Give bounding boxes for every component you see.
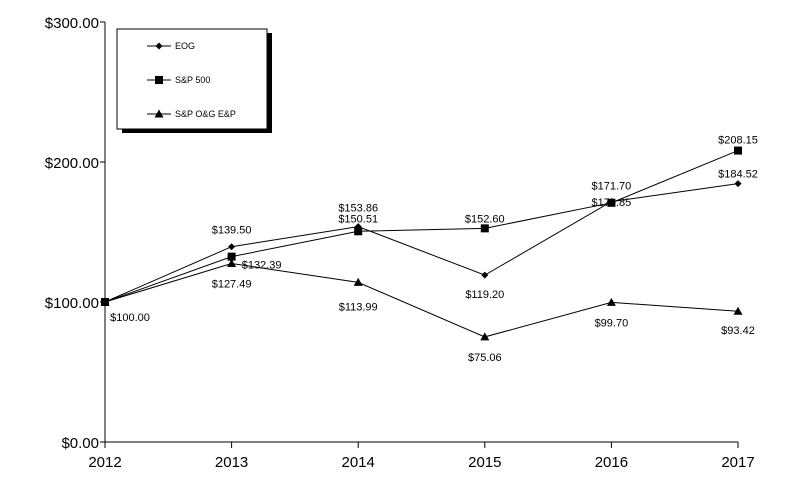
data-point-square bbox=[480, 224, 489, 233]
data-label: $150.51 bbox=[338, 213, 378, 225]
data-point-triangle bbox=[227, 259, 237, 268]
series-line-0 bbox=[104, 183, 739, 303]
legend-marker-diamond bbox=[155, 42, 163, 50]
data-point-diamond bbox=[228, 243, 236, 251]
y-tick-label: $300.00 bbox=[45, 15, 99, 32]
data-label: $100.00 bbox=[110, 312, 150, 324]
x-tick-label: 2013 bbox=[215, 454, 248, 471]
y-tick-label: $100.00 bbox=[45, 295, 99, 312]
x-tick-label: 2017 bbox=[721, 454, 754, 471]
data-label: $99.70 bbox=[595, 317, 629, 329]
data-label: $127.49 bbox=[212, 279, 252, 291]
legend-label: S&P O&G E&P bbox=[175, 109, 236, 119]
y-tick-label: $200.00 bbox=[45, 155, 99, 172]
data-point-diamond bbox=[481, 271, 489, 279]
series-line-1 bbox=[104, 150, 739, 303]
x-tick-label: 2016 bbox=[595, 454, 628, 471]
data-point-triangle bbox=[353, 277, 363, 286]
data-label: $152.60 bbox=[465, 213, 505, 225]
data-label: $75.06 bbox=[468, 352, 502, 364]
series-line-2 bbox=[104, 263, 739, 338]
x-tick-label: 2015 bbox=[468, 454, 501, 471]
data-point-square bbox=[227, 252, 236, 261]
data-point-square bbox=[354, 227, 363, 236]
x-tick-label: 2014 bbox=[342, 454, 375, 471]
data-label: $119.20 bbox=[465, 289, 504, 301]
data-label: $208.15 bbox=[718, 135, 758, 147]
x-tick-label: 2012 bbox=[88, 454, 121, 471]
data-label: $171.70 bbox=[592, 181, 632, 193]
legend-label: S&P 500 bbox=[175, 75, 210, 85]
data-label: $93.42 bbox=[721, 325, 755, 337]
data-label: $184.52 bbox=[718, 169, 758, 181]
data-point-triangle bbox=[480, 332, 490, 341]
data-point-square bbox=[607, 198, 616, 207]
data-point-diamond bbox=[734, 180, 742, 188]
legend-marker-triangle bbox=[154, 109, 164, 118]
data-point-triangle bbox=[606, 297, 616, 306]
data-label: $153.86 bbox=[338, 203, 378, 215]
data-point-triangle bbox=[100, 297, 110, 306]
data-point-square bbox=[734, 146, 742, 155]
legend bbox=[116, 28, 268, 130]
legend-label: EOG bbox=[175, 41, 195, 51]
y-tick-label: $0.00 bbox=[61, 435, 99, 452]
data-label: $139.50 bbox=[212, 225, 252, 237]
data-point-triangle bbox=[733, 306, 743, 315]
data-label: $170.85 bbox=[592, 197, 632, 209]
data-label: $113.99 bbox=[339, 301, 378, 313]
data-label: $132.39 bbox=[242, 260, 282, 272]
legend-marker-square bbox=[155, 76, 163, 84]
